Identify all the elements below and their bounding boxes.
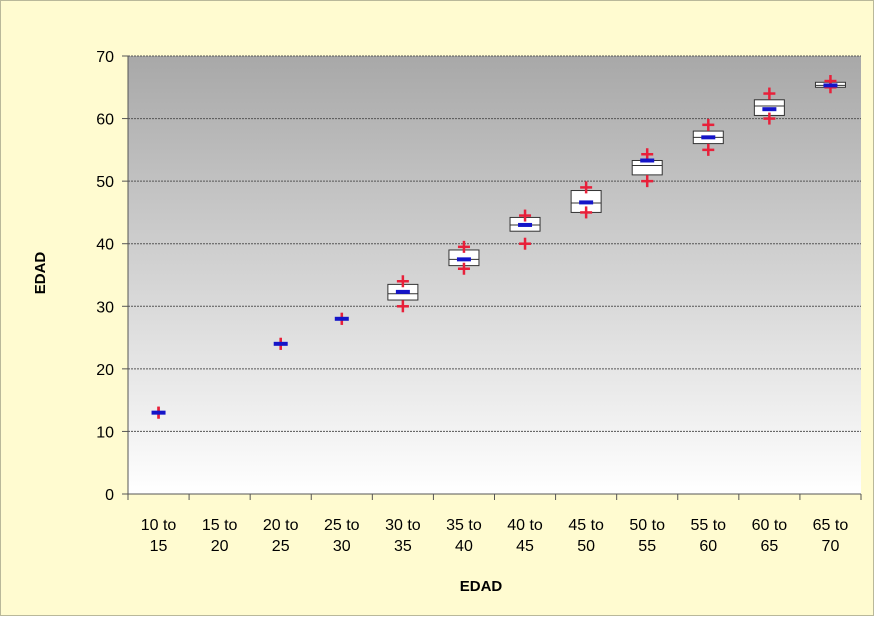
box (631, 159, 663, 176)
gridlines (128, 55, 861, 432)
x-tick-label: 50 to 55 (629, 517, 665, 555)
x-tick-label: 30 to 35 (385, 517, 421, 555)
x-axis-ticks: 10 to 15 15 to 20 20 to 25 25 to 30 30 to 35 35 to… (127, 494, 862, 555)
x-tick-label: 65 to 70 (813, 517, 849, 555)
x-tick-label: 45 to 50 (568, 517, 604, 555)
x-tick-label: 60 to 65 (752, 517, 788, 555)
x-tick-label: 40 to 45 (507, 517, 543, 555)
y-tick-label: 60 (96, 112, 114, 129)
y-tick-label: 40 (96, 237, 114, 254)
y-tick-label: 30 (96, 299, 114, 316)
y-tick-label: 70 (96, 49, 114, 66)
x-tick-label: 25 to 30 (324, 517, 360, 555)
y-axis-ticks: 0 10 20 30 40 50 60 70 (96, 49, 128, 504)
x-tick-label: 55 to 60 (690, 517, 726, 555)
y-tick-label: 20 (96, 362, 114, 379)
y-tick-label: 10 (96, 424, 114, 441)
y-axis-title: EDAD (32, 252, 49, 295)
y-tick-label: 0 (105, 487, 114, 504)
plot-area (128, 56, 861, 494)
x-tick-label: 15 to 20 (202, 517, 238, 555)
x-tick-label: 10 to 15 (141, 517, 177, 555)
x-tick-label: 35 to 40 (446, 517, 482, 555)
x-axis-title: EDAD (460, 578, 503, 595)
y-tick-label: 50 (96, 174, 114, 191)
box-series (151, 75, 846, 419)
x-tick-label: 20 to 25 (263, 517, 299, 555)
